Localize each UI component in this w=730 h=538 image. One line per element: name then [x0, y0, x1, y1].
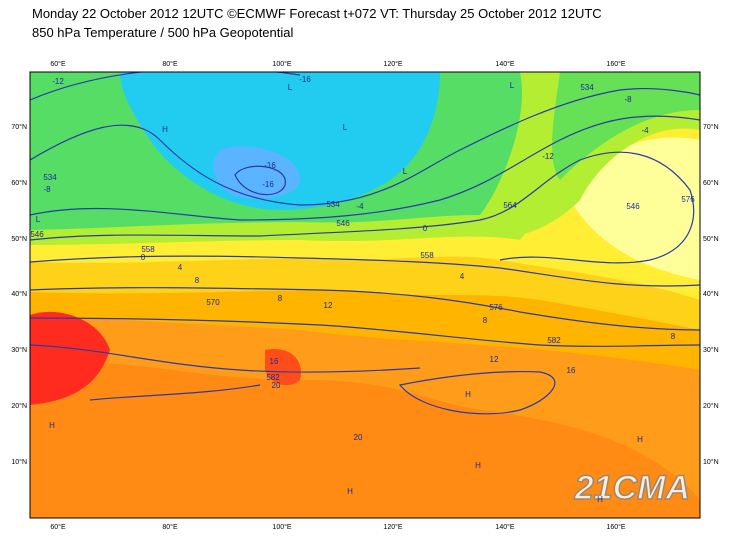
geopotential-contours	[30, 72, 700, 415]
contour-label: 8	[278, 294, 283, 303]
contour-label: 582	[547, 336, 561, 345]
longitude-label: 120°E	[383, 523, 402, 531]
contour-label: 20	[272, 381, 281, 390]
contour-label: 12	[324, 301, 333, 310]
longitude-label: 60°E	[50, 523, 66, 531]
contour-label: 534	[580, 83, 594, 92]
pressure-center: L	[403, 167, 408, 176]
latitude-label: 10°N	[11, 458, 27, 466]
contour-label: 20	[354, 433, 363, 442]
latitude-label: 20°N	[703, 402, 719, 410]
contour-label: 4	[460, 272, 465, 281]
contour-label: 8	[483, 316, 488, 325]
longitude-label: 100°E	[272, 60, 291, 68]
pressure-center: L	[343, 123, 348, 132]
longitude-label: 160°E	[606, 60, 625, 68]
longitude-label: 80°E	[162, 523, 178, 531]
contour-label: 12	[490, 355, 499, 364]
latitude-label: 70°N	[11, 123, 27, 131]
pressure-center: L	[288, 83, 293, 92]
contour-label: -12	[52, 77, 64, 86]
longitude-label: 120°E	[383, 60, 402, 68]
latitude-label: 40°N	[703, 290, 719, 298]
contour-label: -16	[262, 180, 274, 189]
contour-label: 16	[567, 366, 576, 375]
pressure-center: H	[465, 390, 471, 399]
contour-label: 546	[626, 202, 640, 211]
latitude-label: 50°N	[11, 235, 27, 243]
contour-label: 570	[206, 298, 220, 307]
latitude-label: 30°N	[11, 346, 27, 354]
pressure-center: H	[597, 495, 603, 504]
contour-label: 0	[141, 253, 146, 262]
longitude-label: 160°E	[606, 523, 625, 531]
contour-label: 546	[30, 230, 44, 239]
contour-label: 558	[420, 251, 434, 260]
contour-label: 4	[178, 263, 183, 272]
latitude-label: 20°N	[11, 402, 27, 410]
contour-label: 534	[326, 200, 340, 209]
contour-label: 8	[671, 332, 676, 341]
contour-label: 16	[270, 357, 279, 366]
contour-label: -16	[264, 161, 276, 170]
latitude-label: 30°N	[703, 346, 719, 354]
pressure-center: L	[510, 81, 515, 90]
contour-label: 546	[336, 219, 350, 228]
pressure-center: H	[637, 435, 643, 444]
longitude-label: 140°E	[495, 60, 514, 68]
pressure-center: H	[162, 125, 168, 134]
contour-label: -8	[624, 95, 632, 104]
contour-label: 534	[43, 173, 57, 182]
contour-label: -8	[43, 185, 51, 194]
contour-label: -12	[542, 152, 554, 161]
pressure-center: H	[49, 421, 55, 430]
latitude-label: 60°N	[703, 179, 719, 187]
latitude-label: 70°N	[703, 123, 719, 131]
longitude-label: 80°E	[162, 60, 178, 68]
contour-label: -4	[641, 126, 649, 135]
longitude-label: 60°E	[50, 60, 66, 68]
latitude-label: 50°N	[703, 235, 719, 243]
watermark: 21CMA	[574, 469, 690, 507]
contour-label: 564	[503, 201, 517, 210]
contour-label: 582	[266, 373, 280, 382]
title: Monday 22 October 2012 12UTC ©ECMWF Fore…	[32, 6, 602, 21]
contour-label: 576	[681, 195, 695, 204]
temperature-field	[30, 72, 700, 518]
contour-label: 0	[423, 224, 428, 233]
subtitle: 850 hPa Temperature / 500 hPa Geopotenti…	[32, 25, 294, 40]
contour-label: 8	[195, 276, 200, 285]
longitude-label: 140°E	[495, 523, 514, 531]
pressure-center: H	[475, 461, 481, 470]
latitude-label: 10°N	[703, 458, 719, 466]
contour-label: 576	[489, 303, 503, 312]
latitude-label: 60°N	[11, 179, 27, 187]
contour-label: -4	[356, 202, 364, 211]
contour-label: 558	[141, 245, 155, 254]
longitude-label: 100°E	[272, 523, 291, 531]
map-frame	[29, 71, 701, 519]
contour-label: -16	[299, 75, 311, 84]
latitude-label: 40°N	[11, 290, 27, 298]
pressure-center: L	[36, 215, 41, 224]
pressure-center: H	[347, 487, 353, 496]
